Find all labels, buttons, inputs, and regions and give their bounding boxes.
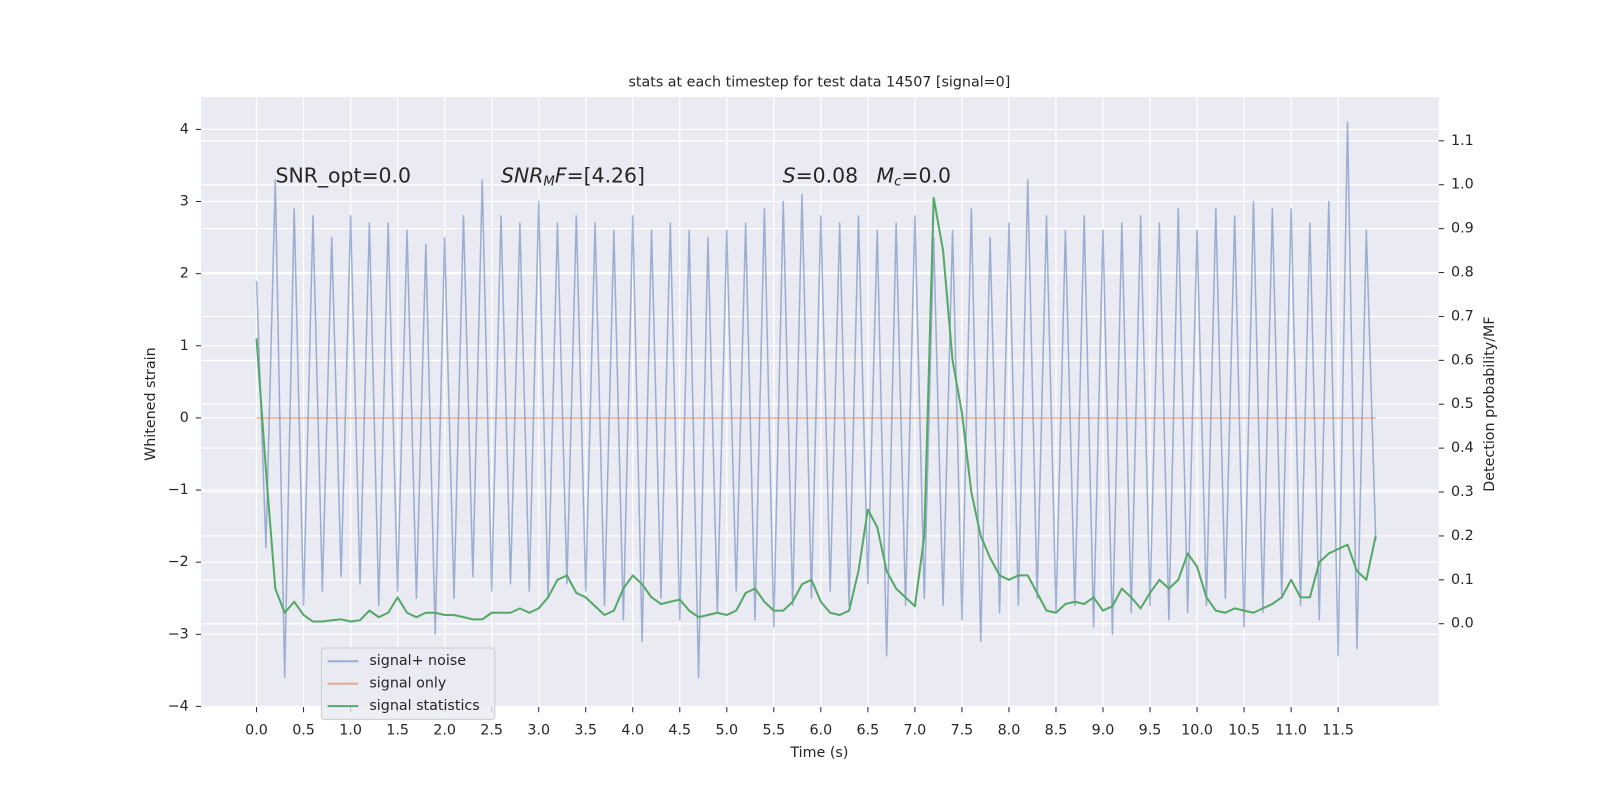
- x-tick-label: 8.5: [1045, 723, 1068, 739]
- y2-tick-label: 0.9: [1451, 221, 1474, 237]
- annotation: Mc=0.0: [877, 164, 951, 190]
- annotation-part: =[4.26]: [567, 164, 645, 188]
- annotation: SNR_opt=0.0: [276, 164, 412, 189]
- x-tick-label: 11.5: [1322, 723, 1354, 739]
- grid: [201, 96, 1439, 708]
- y-axis-label: Whitened strain: [143, 347, 159, 461]
- x-tick-label: 5.5: [762, 723, 785, 739]
- x-axis-label: Time (s): [789, 745, 848, 761]
- y2-tick-label: 1.0: [1451, 177, 1474, 193]
- x-tick-label: 0.0: [245, 723, 268, 739]
- y-tick-label: 2: [180, 266, 189, 282]
- legend-label: signal statistics: [369, 698, 479, 714]
- legend-label: signal only: [369, 676, 446, 692]
- y-tick-label: −1: [168, 482, 189, 498]
- labels: 0.0 0.5 1.0 1.5 2.0 2.5 3.0 3.5 4.0 4.5 5.0 5.5 6.0 6…: [168, 121, 1474, 738]
- x-tick-label: 2.0: [433, 723, 456, 739]
- x-tick-label: 1.0: [339, 723, 362, 739]
- y2-tick-label: 0.8: [1451, 265, 1474, 281]
- x-tick-label: 11.0: [1275, 723, 1307, 739]
- y2-tick-label: 0.5: [1451, 396, 1474, 412]
- x-tick-label: 5.0: [715, 723, 738, 739]
- y-tick-label: −2: [168, 554, 189, 570]
- y-tick-label: −3: [168, 626, 189, 642]
- annotation-part: SNR: [501, 164, 543, 188]
- annotation: SNRMF=[4.26]: [501, 164, 645, 190]
- y2-tick-label: 1.1: [1451, 133, 1474, 149]
- line-series: [255, 121, 1377, 679]
- y-tick-label: 3: [180, 194, 189, 210]
- y2-tick-label: 0.1: [1451, 572, 1474, 588]
- y-tick-label: 0: [180, 410, 189, 426]
- annotation-part: M: [877, 164, 895, 188]
- chart-title: stats at each timestep for test data 145…: [628, 75, 1010, 91]
- y2-axis-label: Detection probability/MF: [1482, 316, 1498, 491]
- y2-tick-label: 0.4: [1451, 440, 1474, 456]
- y-tick-label: 4: [180, 121, 189, 137]
- y-tick-label: 1: [180, 338, 189, 354]
- x-tick-label: 3.5: [574, 723, 597, 739]
- annotation: S=0.08: [783, 164, 858, 188]
- x-tick-label: 9.0: [1092, 723, 1115, 739]
- x-tick-label: 4.5: [668, 723, 691, 739]
- annotation-part: c: [894, 175, 902, 190]
- legend-box: [320, 647, 496, 720]
- x-tick-label: 7.5: [951, 723, 974, 739]
- x-tick-label: 4.0: [621, 723, 644, 739]
- y-tick-label: −4: [168, 698, 189, 714]
- annotation-part: M: [543, 175, 555, 190]
- line-series: [255, 196, 1377, 623]
- annotation-part: =0.0: [901, 164, 951, 188]
- y2-tick-label: 0.0: [1451, 616, 1474, 632]
- annotation-part: =0.08: [796, 164, 859, 188]
- marks: [255, 121, 1377, 679]
- x-tick-label: 2.5: [480, 723, 503, 739]
- x-tick-label: 0.5: [292, 723, 315, 739]
- legend-label: signal+ noise: [369, 653, 466, 669]
- y2-tick-label: 0.2: [1451, 528, 1474, 544]
- x-tick-label: 10.5: [1228, 723, 1260, 739]
- annotation-part: F: [555, 164, 567, 188]
- x-tick-label: 6.5: [857, 723, 880, 739]
- x-tick-label: 3.0: [527, 723, 550, 739]
- x-tick-label: 1.5: [386, 723, 409, 739]
- annotation-part: S: [783, 164, 796, 188]
- plot-area: [201, 96, 1439, 708]
- y2-tick-label: 0.7: [1451, 308, 1474, 324]
- x-tick-label: 7.0: [904, 723, 927, 739]
- annotation-part: SNR_opt=0.0: [276, 164, 412, 189]
- x-tick-label: 9.5: [1139, 723, 1162, 739]
- x-tick-label: 10.0: [1181, 723, 1213, 739]
- x-tick-label: 8.0: [998, 723, 1021, 739]
- x-tick-label: 6.0: [809, 723, 832, 739]
- y2-tick-label: 0.3: [1451, 484, 1474, 500]
- y2-tick-label: 0.6: [1451, 352, 1474, 368]
